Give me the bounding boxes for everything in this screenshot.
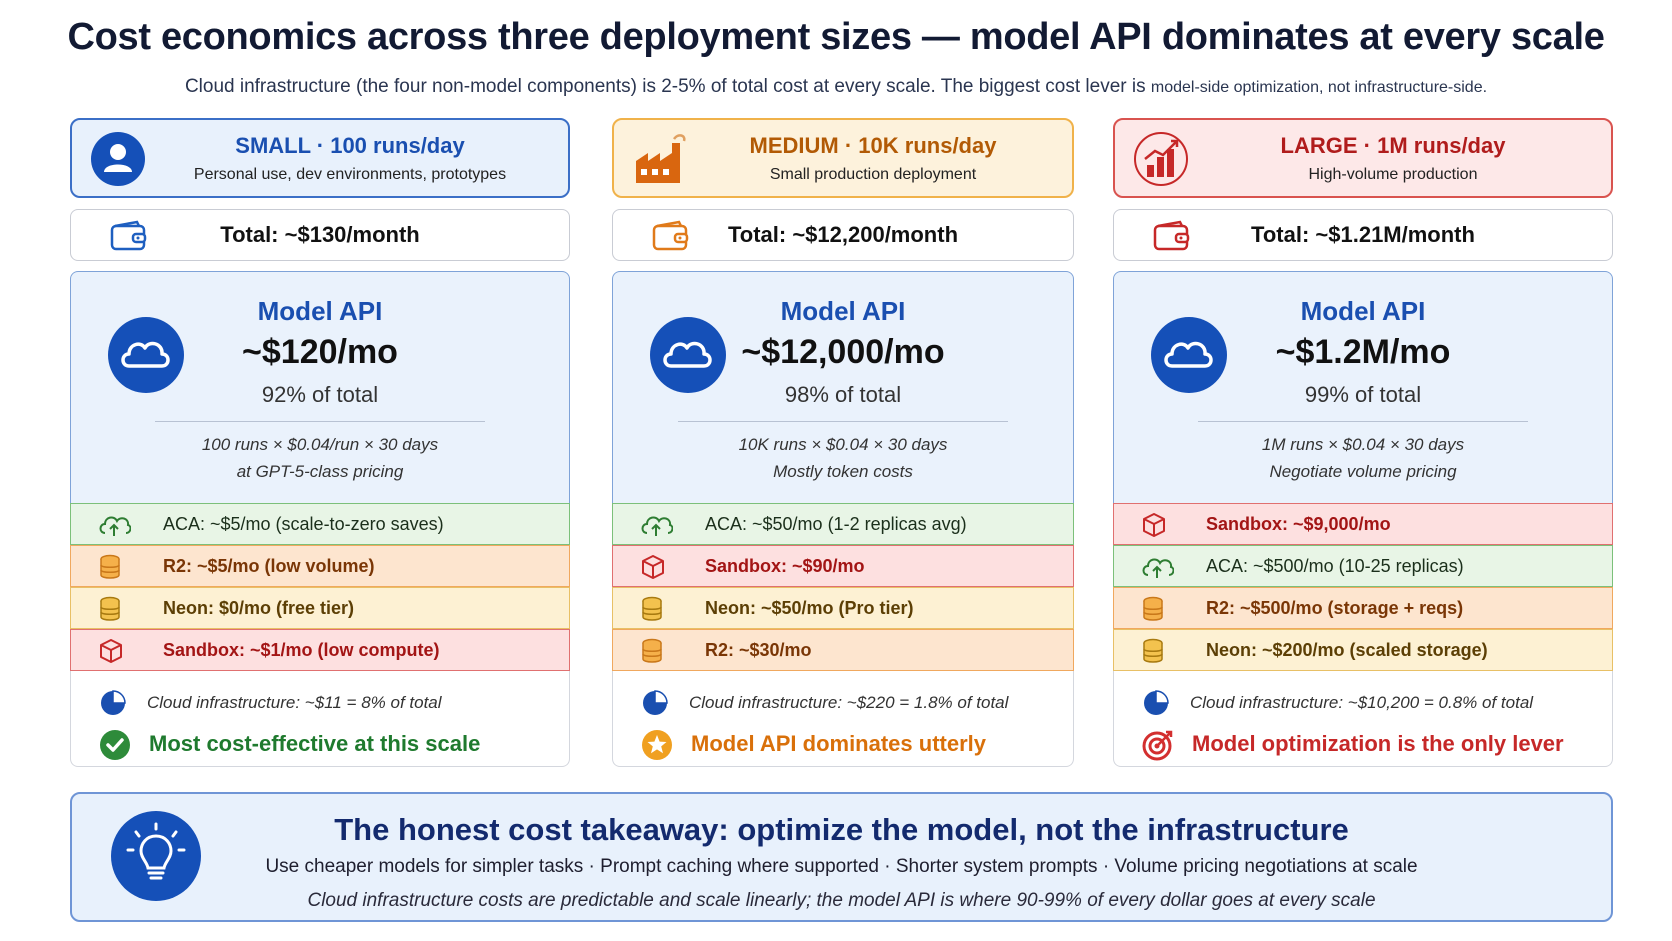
model-note: 100 runs × $0.04/run × 30 days at GPT-5-c… <box>201 435 439 481</box>
total-value: Total: ~$1.21M/month <box>1251 222 1475 247</box>
bar-chart-icon <box>1134 132 1188 186</box>
tier-subtitle: Small production deployment <box>769 165 977 183</box>
pie-chart-icon <box>643 690 668 715</box>
takeaway-tips: Use cheaper models for simpler tasks · P… <box>265 856 1418 877</box>
total-card-medium: Total: ~$12,200/month <box>612 209 1074 261</box>
cost-row-aca: ACA: ~$500/mo (10-25 replicas) <box>1113 545 1613 587</box>
column-medium: MEDIUM · 10K runs/day Small production d… <box>612 118 1074 767</box>
model-price: ~$12,000/mo <box>741 333 945 371</box>
tier-header-large: LARGE · 1M runs/day High-volume producti… <box>1113 118 1613 198</box>
total-value: Total: ~$130/month <box>220 222 420 247</box>
factory-icon <box>636 134 686 183</box>
summary-card-small: Cloud infrastructure: ~$11 = 8% of total… <box>70 671 570 767</box>
verdict: Most cost-effective at this scale <box>149 731 481 756</box>
model-note: 1M runs × $0.04 × 30 days Negotiate volum… <box>1261 435 1465 481</box>
takeaway-card: The honest cost takeaway: optimize the m… <box>70 792 1613 922</box>
cost-row-neon: Neon: ~$200/mo (scaled storage) <box>1113 629 1613 671</box>
cloud-icon <box>1151 317 1227 393</box>
cube-icon <box>1143 513 1165 537</box>
tier-title: SMALL · 100 runs/day <box>235 132 465 158</box>
verdict: Model API dominates utterly <box>691 731 987 756</box>
pie-chart-icon <box>1144 690 1169 715</box>
model-title: Model API <box>257 296 383 326</box>
summary-card-large: Cloud infrastructure: ~$10,200 = 0.8% of… <box>1113 671 1613 767</box>
tier-title: MEDIUM · 10K runs/day <box>749 132 997 158</box>
cost-row-sandbox: Sandbox: ~$9,000/mo <box>1113 503 1613 545</box>
takeaway-note: Cloud infrastructure costs are predictab… <box>307 890 1376 911</box>
page-title: Cost economics across three deployment s… <box>67 16 1605 58</box>
model-title: Model API <box>780 296 906 326</box>
tier-header-medium: MEDIUM · 10K runs/day Small production d… <box>612 118 1074 198</box>
total-card-large: Total: ~$1.21M/month <box>1113 209 1613 261</box>
database-icon <box>1143 638 1163 663</box>
total-card-small: Total: ~$130/month <box>70 209 570 261</box>
divider <box>1198 421 1528 422</box>
total-value: Total: ~$12,200/month <box>727 222 959 247</box>
model-api-card-medium: Model API ~$12,000/mo 98% of total 10K r… <box>612 271 1074 503</box>
cost-row-aca: ACA: ~$50/mo (1-2 replicas avg) <box>612 503 1074 545</box>
target-icon <box>1142 730 1173 761</box>
cost-row-neon: Neon: $0/mo (free tier) <box>70 587 570 629</box>
cost-row-sandbox: Sandbox: ~$90/mo <box>612 545 1074 587</box>
cube-icon <box>100 639 122 663</box>
check-circle-icon <box>100 730 130 760</box>
database-icon <box>642 638 662 663</box>
wallet-icon <box>652 220 689 251</box>
model-api-card-large: Model API ~$1.2M/mo 99% of total 1M runs… <box>1113 271 1613 503</box>
cost-row-r2: R2: ~$30/mo <box>612 629 1074 671</box>
cloud-icon <box>650 317 726 393</box>
model-title: Model API <box>1300 296 1426 326</box>
model-note: 10K runs × $0.04 × 30 days Mostly token c… <box>738 435 948 481</box>
cost-row-r2: R2: ~$500/mo (storage + reqs) <box>1113 587 1613 629</box>
database-icon <box>100 596 120 621</box>
tier-title: LARGE · 1M runs/day <box>1280 132 1506 158</box>
tier-subtitle: High-volume production <box>1308 165 1478 183</box>
verdict: Model optimization is the only lever <box>1192 731 1564 756</box>
model-percent: 98% of total <box>784 382 902 407</box>
model-api-card-small: Model API ~$120/mo 92% of total 100 runs… <box>70 271 570 503</box>
cost-row-sandbox: Sandbox: ~$1/mo (low compute) <box>70 629 570 671</box>
subtitle-main: Cloud infrastructure (the four non-model… <box>184 76 1146 97</box>
cube-icon <box>642 555 664 579</box>
page-subtitle: Cloud infrastructure (the four non-model… <box>0 76 1672 98</box>
subtitle-small: model-side optimization, not infrastruct… <box>1150 79 1488 96</box>
user-icon <box>91 132 145 186</box>
database-icon <box>1143 596 1163 621</box>
cost-row-r2: R2: ~$5/mo (low volume) <box>70 545 570 587</box>
database-icon <box>100 554 120 579</box>
tier-subtitle: Personal use, dev environments, prototyp… <box>193 165 507 183</box>
cost-row-neon: Neon: ~$50/mo (Pro tier) <box>612 587 1074 629</box>
lightbulb-icon <box>111 811 201 901</box>
cloud-upload-icon <box>641 516 673 536</box>
column-small: SMALL · 100 runs/day Personal use, dev e… <box>70 118 570 767</box>
tier-header-small: SMALL · 100 runs/day Personal use, dev e… <box>70 118 570 198</box>
star-icon <box>642 730 672 760</box>
infra-cost: Cloud infrastructure: ~$10,200 = 0.8% of… <box>1190 693 1534 712</box>
wallet-icon <box>110 220 147 251</box>
pie-chart-icon <box>101 690 126 715</box>
database-icon <box>642 596 662 621</box>
cloud-icon <box>108 317 184 393</box>
column-large: LARGE · 1M runs/day High-volume producti… <box>1113 118 1613 767</box>
model-percent: 99% of total <box>1304 382 1422 407</box>
model-percent: 92% of total <box>261 382 379 407</box>
cloud-upload-icon <box>1142 558 1174 578</box>
infra-cost: Cloud infrastructure: ~$11 = 8% of total <box>147 693 442 712</box>
takeaway-title: The honest cost takeaway: optimize the m… <box>334 812 1349 847</box>
model-price: ~$1.2M/mo <box>1275 333 1451 371</box>
cloud-upload-icon <box>99 516 131 536</box>
model-price: ~$120/mo <box>242 333 398 371</box>
cost-row-aca: ACA: ~$5/mo (scale-to-zero saves) <box>70 503 570 545</box>
wallet-icon <box>1153 220 1190 251</box>
infra-cost: Cloud infrastructure: ~$220 = 1.8% of to… <box>689 693 1009 712</box>
divider <box>678 421 1008 422</box>
summary-card-medium: Cloud infrastructure: ~$220 = 1.8% of to… <box>612 671 1074 767</box>
divider <box>155 421 485 422</box>
